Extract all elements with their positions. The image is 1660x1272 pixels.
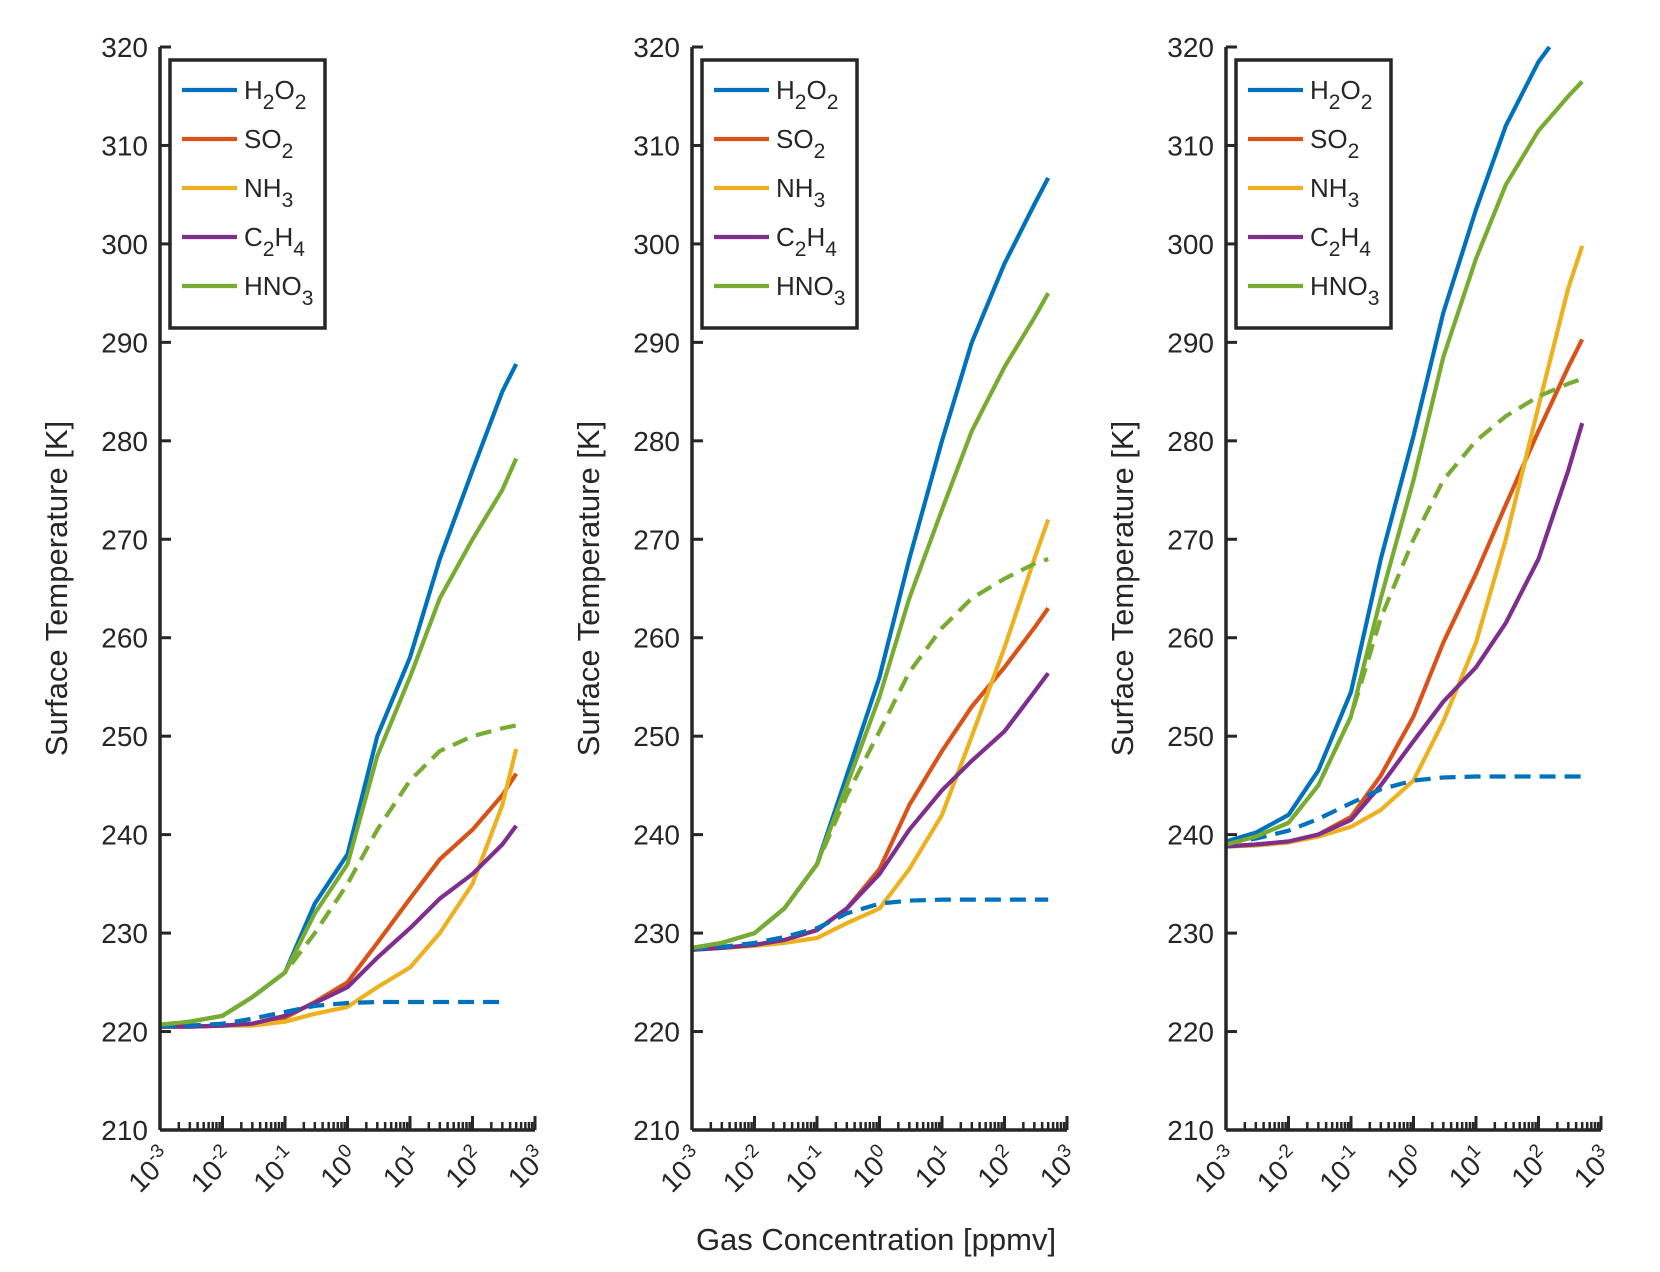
y-tick-label: 250 [633,721,680,752]
y-tick-label: 290 [1167,327,1214,358]
y-axis-title: Surface Temperature [K] [571,421,606,756]
y-tick-label: 230 [633,918,680,949]
y-tick-label: 290 [101,327,148,358]
series-line-7-dashed [691,557,1049,950]
y-tick-label: 310 [101,130,148,161]
y-tick-label: 220 [1167,1017,1214,1048]
y-tick-label: 210 [1167,1115,1214,1146]
legend-entry: NH3 [1310,173,1359,212]
legend-entry: SO2 [776,124,825,163]
legend-entry: C2H4 [776,222,837,261]
series-line-6-dashed [159,999,503,1029]
series-line-7-dashed [1225,376,1583,847]
y-tick-label: 210 [633,1115,680,1146]
legend-entry: SO2 [244,124,293,163]
y-tick-label: 230 [101,918,148,949]
legend-entry: C2H4 [1310,222,1371,261]
panels: 21022023024025026027028029030031032010-3… [39,32,1612,1198]
y-tick-label: 220 [633,1017,680,1048]
series-line-6-dashed [691,897,1049,951]
y-tick-label: 280 [101,426,148,457]
y-tick-label: 270 [1167,524,1214,555]
y-tick-label: 210 [101,1115,148,1146]
y-tick-label: 260 [1167,623,1214,654]
legend-entry: NH3 [776,173,825,212]
legend-box [700,58,859,330]
y-tick-label: 260 [633,623,680,654]
y-tick-label: 300 [633,229,680,260]
y-tick-label: 300 [101,229,148,260]
y-tick-label: 280 [633,426,680,457]
y-tick-label: 320 [633,32,680,63]
legend: H2O2 SO2 NH3 C2H4 HNO3 [1234,58,1393,330]
legend-box [168,58,327,330]
y-tick-label: 310 [633,130,680,161]
y-axis-title: Surface Temperature [K] [39,421,74,756]
y-axis-title: Surface Temperature [K] [1105,421,1140,756]
panel-3: 21022023024025026027028029030031032010-3… [1105,32,1612,1198]
series-line-6-dashed [1225,774,1583,845]
series-line-4 [1225,422,1585,849]
y-tick-label: 260 [101,623,148,654]
y-tick-label: 280 [1167,426,1214,457]
y-tick-label: 240 [1167,820,1214,851]
y-tick-label: 320 [1167,32,1214,63]
y-tick-label: 230 [1167,918,1214,949]
y-tick-label: 250 [101,721,148,752]
y-tick-label: 290 [633,327,680,358]
series-line-5 [1225,80,1584,847]
x-axis-title: Gas Concentration [ppmv] [696,1222,1056,1257]
legend-entry: H2O2 [776,75,838,114]
legend-entry: C2H4 [244,222,305,261]
y-tick-label: 240 [101,820,148,851]
series-line-7-dashed [159,723,517,1027]
y-tick-label: 310 [1167,130,1214,161]
legend-entry: H2O2 [1310,75,1372,114]
legend-box [1234,58,1393,330]
series-line-1 [1225,45,1552,844]
legend-entry: SO2 [1310,124,1359,163]
legend-entry: HNO3 [244,271,313,310]
y-tick-label: 270 [101,524,148,555]
y-tick-label: 220 [101,1017,148,1048]
y-tick-label: 270 [633,524,680,555]
legend-entry: HNO3 [776,271,845,310]
y-tick-label: 250 [1167,721,1214,752]
y-tick-label: 240 [633,820,680,851]
legend-entry: NH3 [244,173,293,212]
y-tick-label: 320 [101,32,148,63]
y-tick-label: 300 [1167,229,1214,260]
legend: H2O2 SO2 NH3 C2H4 HNO3 [700,58,859,330]
panel-2: 21022023024025026027028029030031032010-3… [571,32,1078,1198]
legend-entry: HNO3 [1310,271,1379,310]
legend-entry: H2O2 [244,75,306,114]
legend: H2O2 SO2 NH3 C2H4 HNO3 [168,58,327,330]
